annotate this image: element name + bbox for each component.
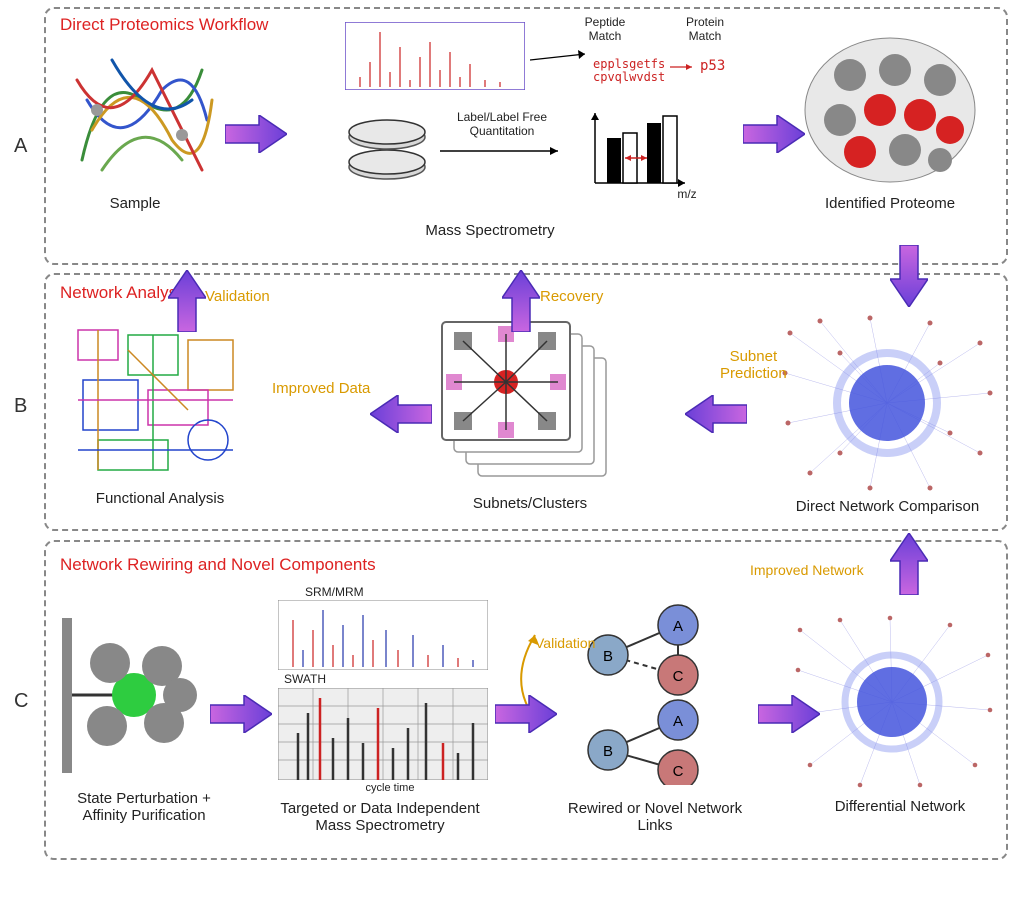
peptide-sequence: epplsgetfs cpvqlwvdst	[593, 58, 665, 84]
letter-a: A	[14, 135, 27, 158]
petri-dishes-icon	[342, 117, 432, 187]
label-protein-match: Protein Match	[670, 15, 740, 43]
arrow-a1	[225, 115, 287, 153]
caption-proteome: Identified Proteome	[800, 195, 980, 212]
spectrum-top-icon	[345, 22, 525, 90]
svg-text:C: C	[673, 668, 684, 685]
arrow-b2	[370, 395, 432, 433]
annot-improved-network: Improved Network	[750, 562, 864, 578]
annot-improved-data: Improved Data	[272, 380, 370, 397]
svg-text:A: A	[673, 713, 683, 730]
svg-text:B: B	[603, 743, 613, 760]
label-peptide-match: Peptide Match	[570, 15, 640, 43]
diff-network-icon	[790, 615, 995, 790]
arrow-quant-icon	[440, 145, 570, 157]
arrow-c-up	[890, 533, 928, 595]
arrow-c1	[210, 695, 272, 733]
annot-recovery: Recovery	[540, 288, 603, 305]
label-srm: SRM/MRM	[305, 585, 385, 599]
arrow-to-protein-icon	[670, 62, 700, 72]
arrow-a2	[743, 115, 805, 153]
caption-functional: Functional Analysis	[60, 490, 260, 507]
rewired-icon: A B C A B C	[548, 595, 758, 785]
svg-text:A: A	[673, 618, 683, 635]
network-compare-icon	[780, 313, 995, 493]
subnets-icon	[440, 320, 620, 490]
functional-analysis-icon	[68, 320, 243, 480]
caption-rewired: Rewired or Novel Network Links	[540, 800, 770, 834]
label-quantitation: Label/Label Free Quantitation	[442, 110, 562, 138]
title-a: Direct Proteomics Workflow	[60, 15, 268, 35]
caption-affinity: State Perturbation + Affinity Purificati…	[44, 790, 244, 824]
arrow-b-rec-up	[502, 270, 540, 332]
caption-subnets: Subnets/Clusters	[440, 495, 620, 512]
identified-proteome-icon	[800, 30, 980, 190]
srm-spectrum-icon	[278, 600, 488, 670]
label-swath: SWATH	[284, 672, 344, 686]
svg-text:C: C	[673, 763, 684, 780]
annot-subnet-pred: Subnet Prediction	[720, 348, 787, 382]
arrow-c3	[758, 695, 820, 733]
label-cycle: cycle time	[350, 782, 430, 794]
protein-name: p53	[700, 59, 725, 74]
title-c: Network Rewiring and Novel Components	[60, 555, 376, 575]
caption-diff: Differential Network	[800, 798, 1000, 815]
caption-compare: Direct Network Comparison	[775, 498, 1000, 515]
caption-targeted: Targeted or Data Independent Mass Spectr…	[255, 800, 505, 834]
label-mz: m/z	[672, 187, 702, 201]
caption-sample: Sample	[55, 195, 215, 212]
annot-validation: Validation	[205, 288, 270, 305]
swath-icon	[278, 688, 488, 780]
sample-ribbon-icon	[62, 40, 222, 190]
svg-text:B: B	[603, 648, 613, 665]
arrow-b1	[685, 395, 747, 433]
arrow-c2	[495, 695, 557, 733]
letter-c: C	[14, 690, 28, 713]
arrow-b-down	[890, 245, 928, 307]
arrow-b-val-up	[168, 270, 206, 332]
mz-chart-icon	[585, 108, 695, 198]
arrow-to-peptide-icon	[530, 50, 600, 70]
letter-b: B	[14, 395, 27, 418]
affinity-icon	[62, 618, 212, 773]
caption-ms: Mass Spectrometry	[380, 222, 600, 239]
